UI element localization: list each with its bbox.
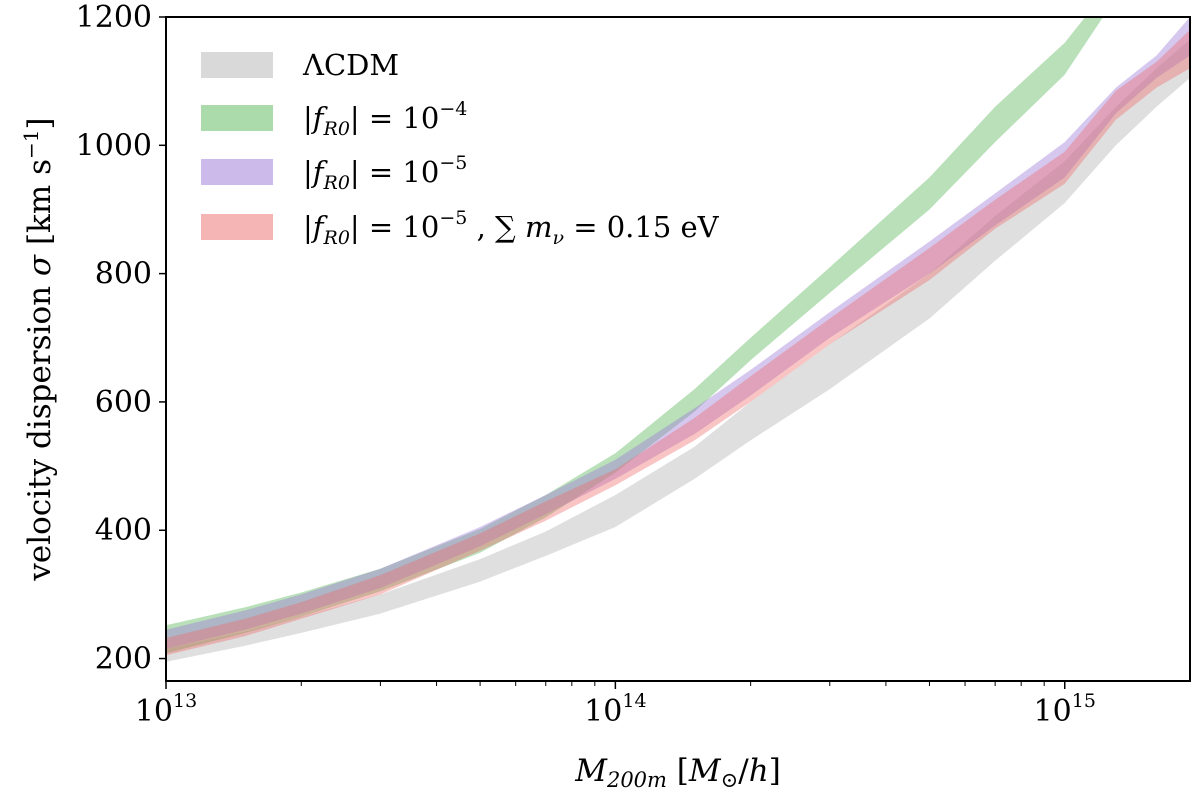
- x-tick-label-2: 1015: [1034, 690, 1096, 729]
- legend-label-3: |fR0| = 10−5 , ∑ mν = 0.15 eV: [303, 207, 720, 249]
- y-tick-label-3: 800: [95, 257, 152, 292]
- legend-swatch-2: [201, 159, 273, 185]
- plot-frame: [165, 16, 1191, 682]
- legend-label-1: |fR0| = 10−4: [303, 98, 467, 140]
- y-tick-label-1: 400: [95, 513, 152, 548]
- legend: ΛCDM |fR0| = 10−4 |fR0| = 10−5 |fR0| = 10−5…: [201, 48, 720, 249]
- legend-label-0: ΛCDM: [302, 48, 399, 82]
- y-tick-label-0: 200: [95, 642, 152, 677]
- axis-ticks: 200 400 600 800 1000 1200 1013 1014 1015: [76, 0, 1096, 729]
- band-layer: [166, 17, 1190, 662]
- band-series-1: [166, 17, 1104, 654]
- legend-swatch-0: [201, 52, 273, 78]
- legend-label-2: |fR0| = 10−5: [303, 152, 467, 194]
- legend-swatch-1: [201, 105, 273, 131]
- x-axis-label: M200m [M⊙/h]: [574, 753, 781, 792]
- y-axis-label: velocity dispersion σ [km s−1]: [19, 117, 58, 581]
- y-tick-label-2: 600: [95, 385, 152, 420]
- legend-swatch-3: [201, 214, 273, 240]
- y-tick-label-5: 1200: [76, 0, 152, 35]
- y-tick-label-4: 1000: [76, 128, 152, 163]
- x-tick-label-1: 1014: [584, 690, 646, 729]
- x-tick-label-0: 1013: [135, 690, 197, 729]
